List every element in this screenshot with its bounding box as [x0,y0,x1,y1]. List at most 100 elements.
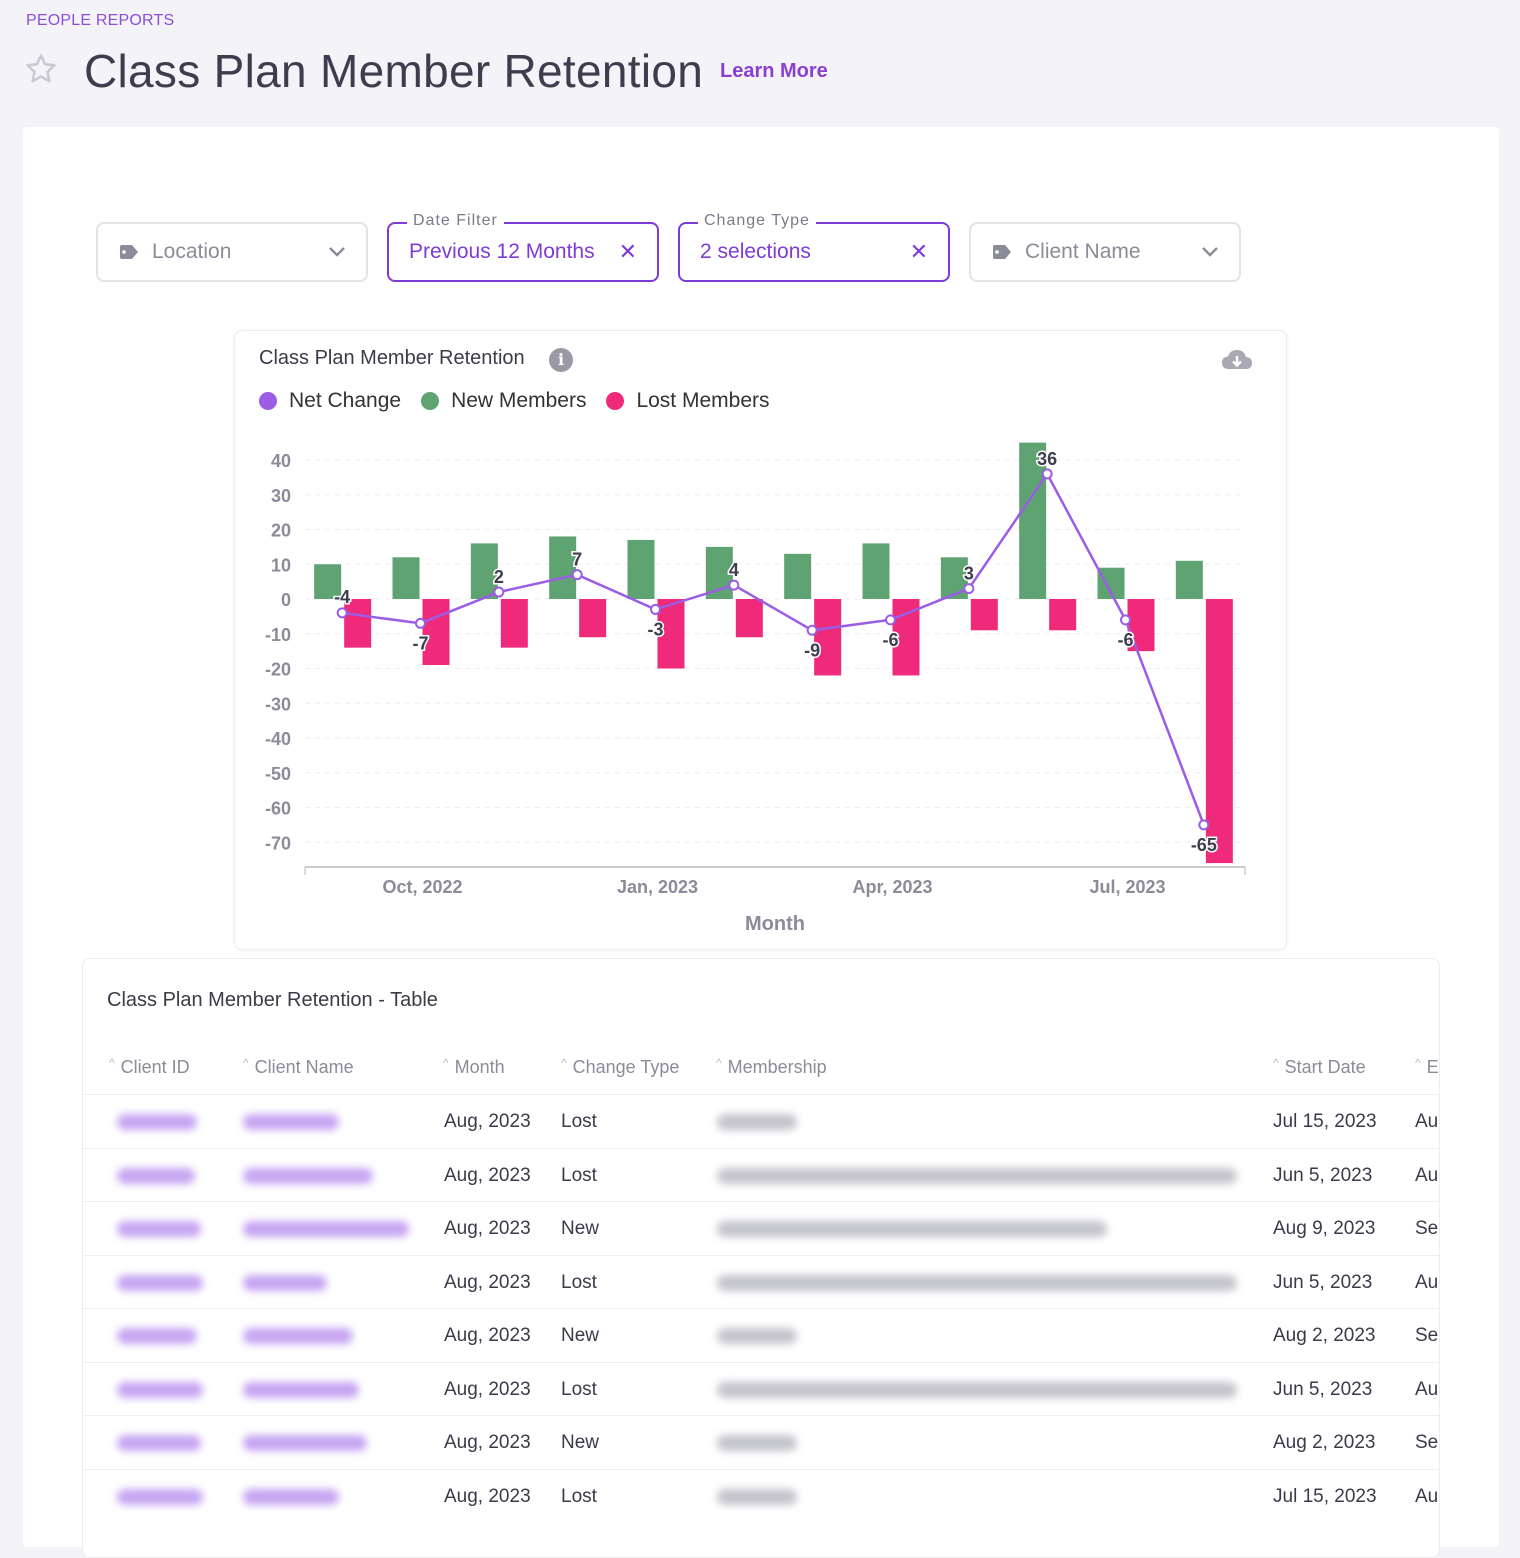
start-date-cell: Jul 15, 2023 [1273,1111,1377,1132]
end-date-cell: Sep [1415,1325,1439,1346]
redacted-client-id [117,1328,197,1344]
x-tick-label: Apr, 2023 [852,877,932,897]
info-icon[interactable]: i [549,348,573,372]
change-type-cell: New [561,1432,600,1453]
net-change-data-label: 7 [572,550,582,570]
table-row[interactable]: Aug, 2023 Lost Jun 5, 2023 Au [83,1361,1439,1416]
net-change-point [1198,819,1210,831]
net-change-data-label: -7 [412,633,428,653]
new-members-bar [784,553,812,599]
cloud-download-icon[interactable] [1221,347,1253,373]
month-cell: Aug, 2023 [444,1111,531,1132]
legend-item-new-members[interactable]: New Members [421,389,586,413]
legend-label: Net Change [289,389,402,412]
date-filter-label: Date Filter [407,212,504,230]
net-change-point [336,607,348,619]
redacted-membership [717,1435,797,1451]
redacted-membership [717,1488,797,1505]
change-type-cell: Lost [561,1271,597,1293]
y-tick-label: 30 [271,486,291,506]
start-date-cell: Jun 5, 2023 [1273,1271,1373,1293]
learn-more-link[interactable]: Learn More [720,60,828,82]
y-tick-label: 20 [271,521,291,541]
column-header-client-id[interactable]: ^ Client ID [109,1056,190,1077]
favorite-star-icon[interactable] [24,52,58,86]
change-type-cell: New [561,1325,600,1346]
client-name-filter[interactable]: Client Name [969,222,1241,282]
sort-caret-icon: ^ [243,1056,249,1070]
sort-caret-icon: ^ [716,1056,722,1070]
redacted-client-name[interactable] [243,1114,339,1130]
net-change-point [1041,468,1053,480]
table-row[interactable]: Aug, 2023 New Aug 2, 2023 Sep [83,1308,1439,1362]
legend-dot [421,392,440,410]
table-row[interactable]: Aug, 2023 New Aug 9, 2023 Sep [83,1201,1439,1255]
client-name-filter-value: Client Name [1025,240,1141,263]
end-date-cell: Au [1415,1111,1439,1132]
page-title: Class Plan Member Retention [84,45,704,97]
y-tick-label: -60 [265,799,291,819]
new-members-bar [627,539,655,599]
retention-chart: 40 30 20 10 0 -10 -20 -30 -40 -50 -60 -70 Oct, 2022 J… [265,442,1246,935]
chart-title: Class Plan Member Retention [259,347,525,369]
column-header-client-name[interactable]: ^ Client Name [243,1056,354,1077]
redacted-client-name[interactable] [243,1435,367,1451]
breadcrumb[interactable]: PEOPLE REPORTS [26,12,175,29]
net-change-point [728,579,740,591]
lost-members-bar [814,599,842,676]
net-change-line [342,471,1206,826]
net-change-point [963,583,975,595]
table-row[interactable]: Aug, 2023 Lost Jun 5, 2023 Au [83,1254,1439,1309]
chevron-down-icon [1202,247,1218,257]
table-row[interactable]: Aug, 2023 Lost Jul 15, 2023 Au [83,1468,1439,1523]
clear-date-filter-icon[interactable]: ✕ [618,239,637,264]
new-members-bar [1019,442,1047,599]
location-filter[interactable]: Location [96,222,368,282]
date-filter[interactable]: Date Filter Previous 12 Months ✕ [387,212,659,282]
chart-legend: Net Change New Members Lost Members [259,389,770,413]
redacted-membership [717,1167,1237,1184]
y-tick-label: 10 [271,555,291,575]
redacted-client-name[interactable] [243,1167,373,1184]
new-members-bar [862,543,890,599]
start-date-cell: Aug 2, 2023 [1273,1325,1376,1346]
end-date-cell: Au [1415,1271,1439,1293]
chart-card: Class Plan Member Retention i Net Change… [234,330,1287,950]
redacted-client-name[interactable] [243,1274,327,1291]
redacted-client-name[interactable] [243,1381,359,1398]
new-members-bar [314,564,342,599]
net-change-point [1120,614,1131,626]
y-tick-label: -30 [265,694,291,714]
change-type-cell: Lost [561,1378,597,1400]
location-filter-value: Location [152,240,232,263]
net-change-data-label: 4 [729,560,739,580]
y-tick-label: -70 [265,833,291,853]
redacted-client-name[interactable] [243,1488,339,1505]
table-row[interactable]: Aug, 2023 New Aug 2, 2023 Sep [83,1415,1439,1469]
y-tick-label: -20 [265,660,291,680]
column-header-change-type[interactable]: ^ Change Type [561,1056,680,1077]
redacted-client-name[interactable] [243,1221,409,1237]
month-cell: Aug, 2023 [444,1325,531,1346]
legend-item-lost-members[interactable]: Lost Members [606,389,770,413]
column-header-month[interactable]: ^ Month [443,1056,505,1077]
legend-item-net-change[interactable]: Net Change [259,389,401,413]
column-header-end-date[interactable]: ^ E [1415,1056,1439,1077]
clear-change-type-icon[interactable]: ✕ [909,239,928,264]
start-date-cell: Aug 9, 2023 [1273,1218,1376,1239]
net-change-point [806,624,818,636]
table-row[interactable]: Aug, 2023 Lost Jun 5, 2023 Au [83,1147,1439,1202]
month-cell: Aug, 2023 [444,1378,531,1400]
redacted-client-name[interactable] [243,1328,353,1344]
start-date-cell: Jun 5, 2023 [1273,1164,1373,1186]
change-type-filter[interactable]: Change Type 2 selections ✕ [678,212,950,282]
column-header-membership[interactable]: ^ Membership [716,1056,827,1077]
net-change-data-label: 36 [1037,449,1057,469]
change-type-filter-label: Change Type [698,212,816,230]
net-change-point [493,586,505,598]
legend-dot [259,392,277,410]
table-row[interactable]: Aug, 2023 Lost Jul 15, 2023 Au [83,1094,1439,1148]
column-header-start-date[interactable]: ^ Start Date [1273,1056,1366,1077]
net-change-data-label: -6 [882,630,898,650]
legend-label: Lost Members [636,389,770,412]
